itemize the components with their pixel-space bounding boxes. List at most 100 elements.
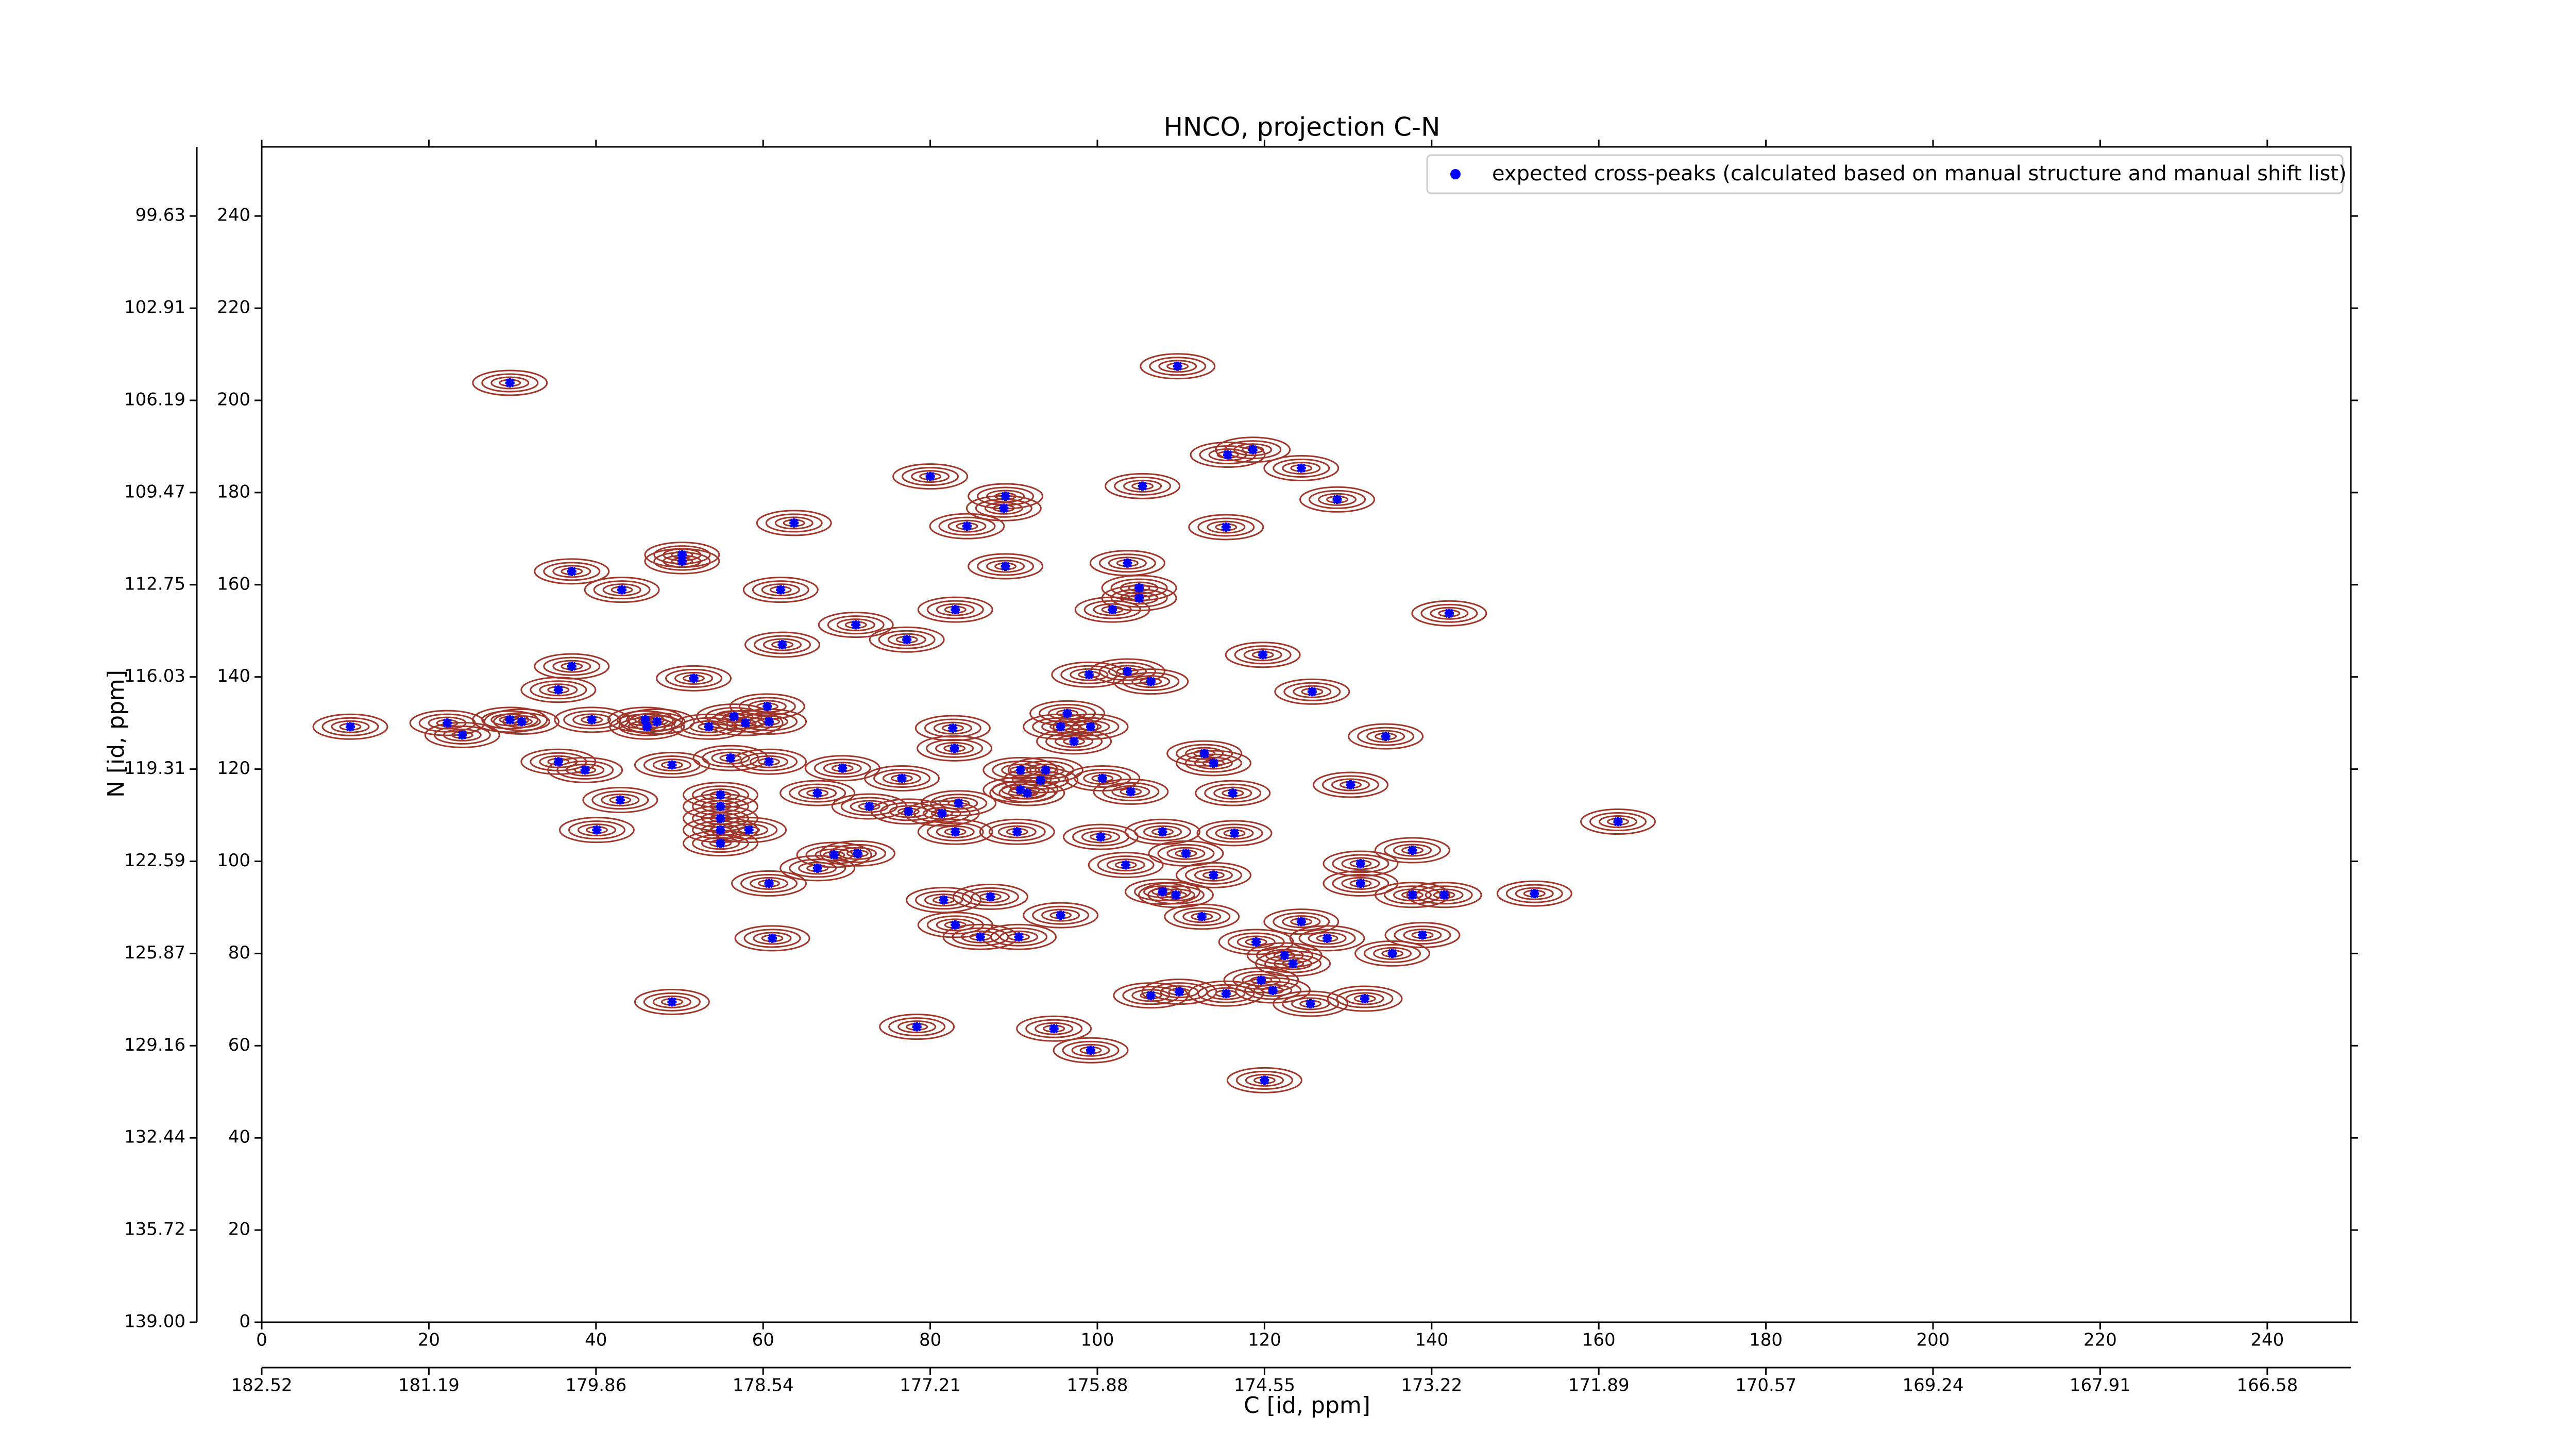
cross-peak-dot (1124, 560, 1131, 566)
peak-contour (556, 760, 614, 780)
peak-contour (1256, 946, 1313, 965)
peak-contour (634, 752, 710, 779)
peak-contour (1071, 720, 1110, 733)
x-tick-label: 180 (1749, 1330, 1783, 1351)
legend-box (1426, 154, 2344, 194)
peak-contour (779, 855, 856, 882)
peak-contour (1357, 727, 1415, 746)
peak-contour (961, 930, 1000, 943)
peak-contour (1282, 994, 1340, 1014)
peak-contour (982, 756, 1059, 783)
ppm-x-tick-label: 182.52 (231, 1375, 293, 1396)
peak-contour (1175, 862, 1251, 888)
cross-peak-dot (952, 829, 959, 835)
peak-contour (577, 823, 616, 837)
peak-contour (331, 720, 370, 733)
peak-contour (1098, 553, 1156, 573)
peak-contour (798, 862, 837, 875)
ppm-y-tick-label: 112.75 (124, 574, 185, 594)
peak-contour (999, 930, 1039, 943)
peak-contour (756, 510, 832, 536)
ppm-y-tick-label: 125.87 (124, 942, 185, 963)
peak-contour (1003, 767, 1079, 794)
cross-peak-dot (617, 797, 623, 803)
peak-contour (1274, 678, 1350, 705)
ppm-x-tick-label: 167.91 (2070, 1375, 2131, 1396)
peak-contour (1156, 888, 1195, 902)
cross-peak-dot (1037, 777, 1044, 784)
peak-contour (873, 768, 930, 788)
peak-contour (1263, 454, 1340, 481)
cross-peak-dot (1531, 890, 1538, 897)
peak-contour (990, 927, 1048, 947)
peak-contour (952, 883, 1028, 910)
peak-contour (1032, 905, 1090, 925)
cross-peak-dot (717, 840, 724, 847)
peak-contour (740, 873, 798, 893)
peak-contour (731, 870, 807, 897)
peak-contour (926, 822, 984, 841)
peak-contour (1341, 857, 1380, 870)
peak-contour (913, 803, 971, 823)
peak-contour (1243, 648, 1282, 662)
cross-peak-dot (939, 810, 945, 817)
peak-contour (863, 765, 940, 791)
cross-peak-dot (1309, 688, 1315, 695)
cross-peak-dot (1086, 671, 1092, 678)
peak-contour (1105, 473, 1181, 499)
cross-peak-dot (1389, 950, 1396, 957)
peak-contour (321, 717, 379, 736)
peak-contour (652, 759, 691, 772)
peak-contour (1023, 902, 1099, 929)
peak-contour (1184, 753, 1242, 773)
cross-peak-dot (1159, 888, 1166, 895)
peak-contour (1023, 713, 1099, 740)
peak-contour (929, 513, 1005, 540)
cross-peak-dot (1002, 493, 1009, 500)
peak-contour (1041, 720, 1080, 733)
cross-peak-dot (582, 767, 588, 773)
cross-peak-dot (1182, 850, 1189, 857)
cross-peak-dot (1269, 987, 1276, 993)
peak-contour (539, 683, 578, 697)
cross-peak-dot (1324, 935, 1331, 941)
peak-contour (761, 583, 800, 597)
peak-contour (1430, 606, 1469, 620)
peak-contour (1298, 929, 1356, 948)
peak-contour (979, 818, 1055, 845)
peak-contour (1029, 700, 1106, 727)
peak-contour (779, 780, 856, 806)
peak-contour (1182, 910, 1222, 923)
peak-contour (1318, 493, 1357, 506)
peak-contour (914, 715, 991, 742)
peak-contour (1048, 706, 1087, 720)
peak-contour (997, 825, 1037, 838)
peak-contour (1348, 723, 1424, 750)
peak-contour (1233, 443, 1273, 457)
ppm-y-tick-label: 129.16 (124, 1035, 185, 1055)
peak-contour (1160, 985, 1199, 999)
peak-contour (988, 822, 1046, 841)
peak-contour (750, 715, 789, 728)
peak-contour (1253, 984, 1293, 997)
peak-contour (490, 376, 530, 390)
peak-contour (961, 887, 1019, 906)
cross-peak-dot (1042, 767, 1049, 773)
peak-contour (543, 656, 601, 676)
peak-contour (609, 713, 685, 740)
cross-peak-dot (977, 934, 984, 940)
peak-contour (924, 894, 963, 907)
cross-peak-dot (1014, 829, 1021, 835)
peak-contour (552, 565, 591, 578)
peak-contour (1147, 885, 1205, 905)
ppm-y-tick-label: 132.44 (124, 1127, 185, 1148)
peak-contour (889, 805, 928, 818)
peak-contour (971, 890, 1010, 903)
cross-peak-dot (853, 621, 859, 628)
cross-peak-dot (568, 663, 575, 670)
peak-contour (1309, 490, 1366, 509)
peak-contour (534, 558, 610, 585)
peak-contour (1496, 880, 1572, 907)
cross-peak-dot (742, 720, 749, 727)
